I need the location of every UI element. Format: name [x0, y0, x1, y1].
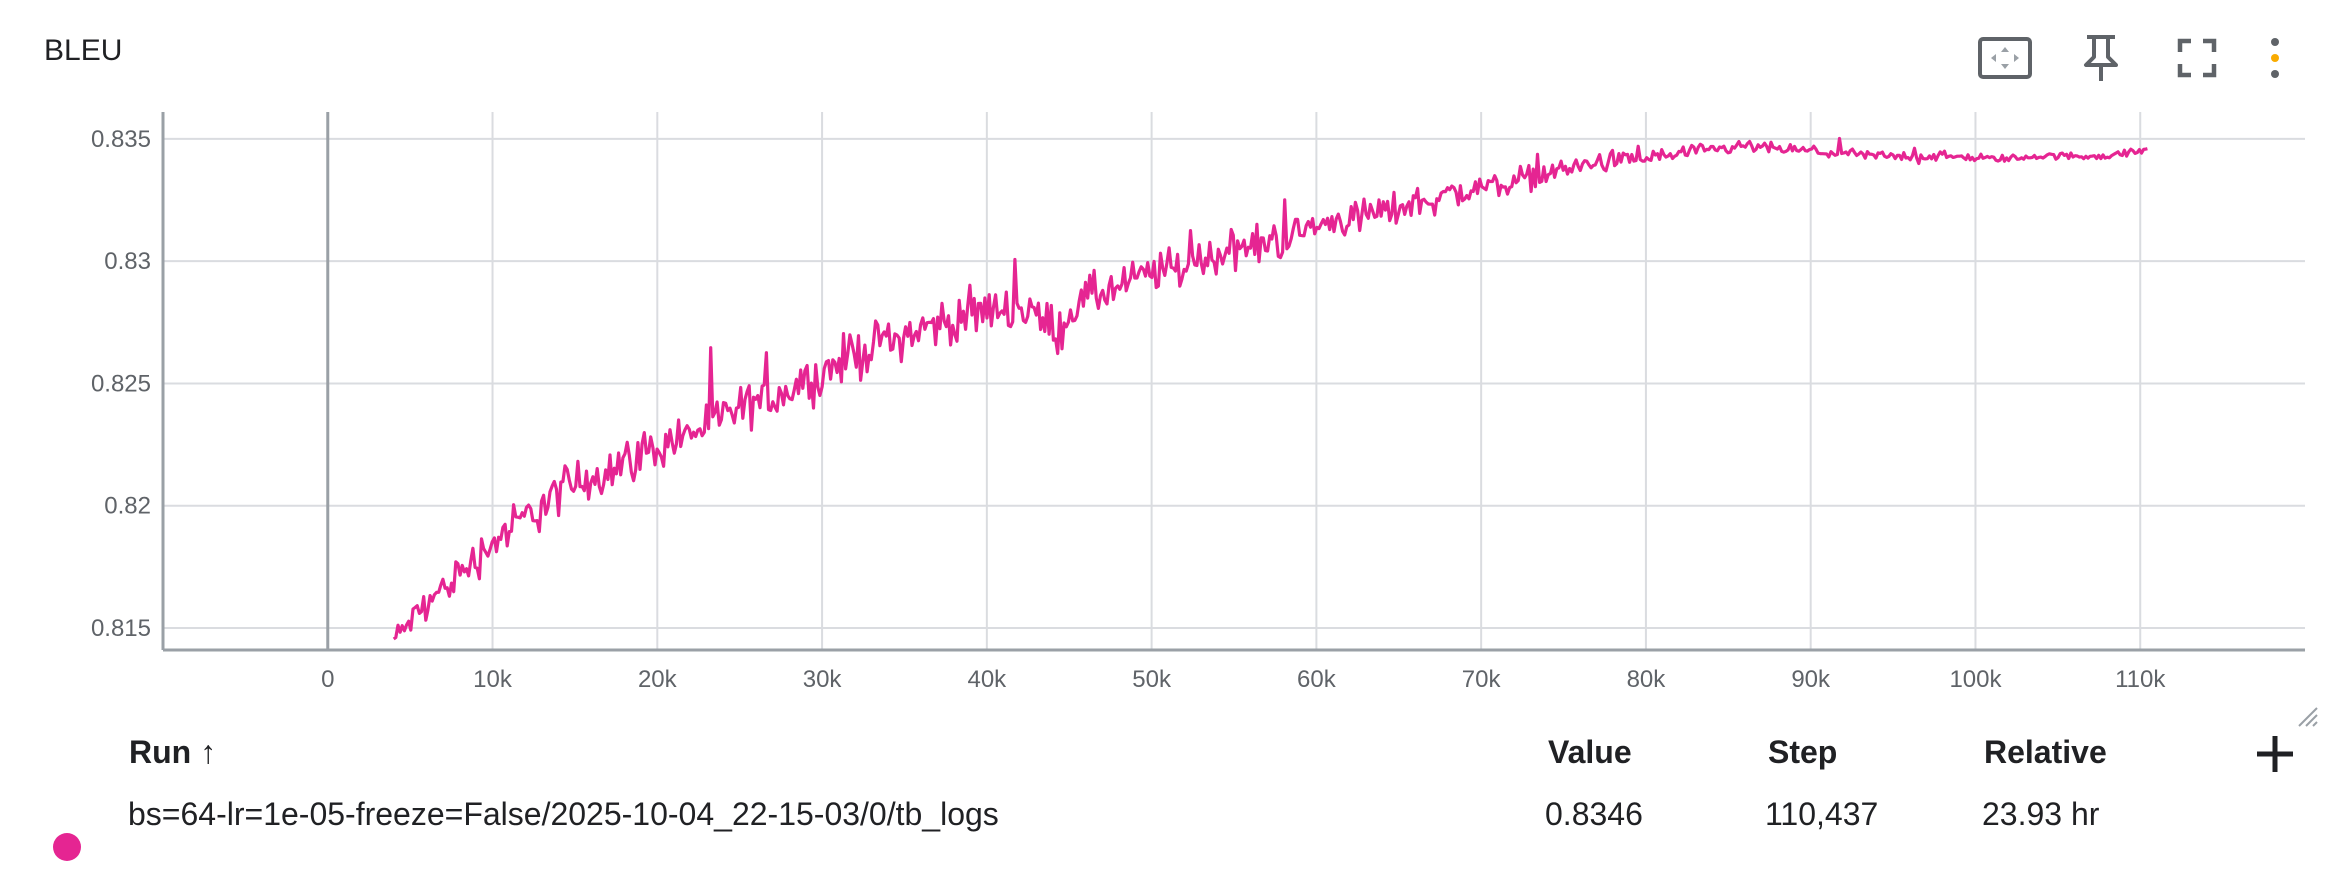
x-tick-label: 50k — [1132, 666, 1172, 693]
more-options-icon — [2271, 38, 2279, 78]
x-tick-label: 10k — [473, 666, 513, 693]
x-tick-label: 30k — [803, 666, 843, 693]
fullscreen-button[interactable] — [2169, 30, 2225, 86]
step-column-header[interactable]: Step — [1768, 734, 1838, 770]
run-column-header[interactable]: Run ↑ — [129, 734, 217, 770]
run-step: 110,437 — [1765, 796, 1879, 832]
run-relative: 23.93 hr — [1982, 796, 2100, 832]
run-color-swatch[interactable] — [53, 833, 81, 861]
x-tick-label: 100k — [1949, 666, 2002, 693]
y-tick-label: 0.815 — [91, 615, 151, 642]
y-tick-label: 0.83 — [104, 248, 151, 275]
value-column-header[interactable]: Value — [1548, 734, 1632, 770]
x-tick-label: 20k — [638, 666, 678, 693]
pin-button[interactable] — [2073, 30, 2129, 86]
y-tick-label: 0.825 — [91, 370, 151, 397]
runs-table: Run ↑ Value Step Relative bs=64-lr=1e-05… — [0, 722, 2333, 882]
pin-icon — [2084, 35, 2118, 81]
x-tick-label: 40k — [967, 666, 1007, 693]
card-toolbar — [1973, 22, 2333, 86]
fullscreen-icon — [2177, 38, 2217, 78]
y-tick-label: 0.835 — [91, 126, 151, 153]
series-line — [392, 136, 2148, 641]
bleu-line-chart[interactable]: 0.815 0.82 0.825 0.83 0.835 0 10k 20k 30k 40k 50k 6… — [0, 100, 2333, 720]
x-tick-label: 90k — [1791, 666, 1831, 693]
run-value: 0.8346 — [1545, 796, 1643, 832]
x-tick-label: 60k — [1297, 666, 1337, 693]
x-tick-label: 70k — [1462, 666, 1502, 693]
more-options-button[interactable] — [2255, 30, 2295, 86]
x-tick-label: 80k — [1627, 666, 1667, 693]
fit-domain-icon — [1978, 37, 2032, 79]
fit-domain-button[interactable] — [1977, 30, 2033, 86]
run-name: bs=64-lr=1e-05-freeze=False/2025-10-04_2… — [128, 796, 999, 832]
x-tick-label: 110k — [2115, 666, 2166, 693]
x-tick-label: 0 — [321, 666, 334, 693]
resize-handle-icon[interactable] — [2295, 704, 2319, 728]
relative-column-header[interactable]: Relative — [1984, 734, 2107, 770]
add-column-icon[interactable] — [2251, 730, 2299, 778]
y-tick-label: 0.82 — [104, 493, 151, 520]
card-title: BLEU — [44, 34, 123, 67]
